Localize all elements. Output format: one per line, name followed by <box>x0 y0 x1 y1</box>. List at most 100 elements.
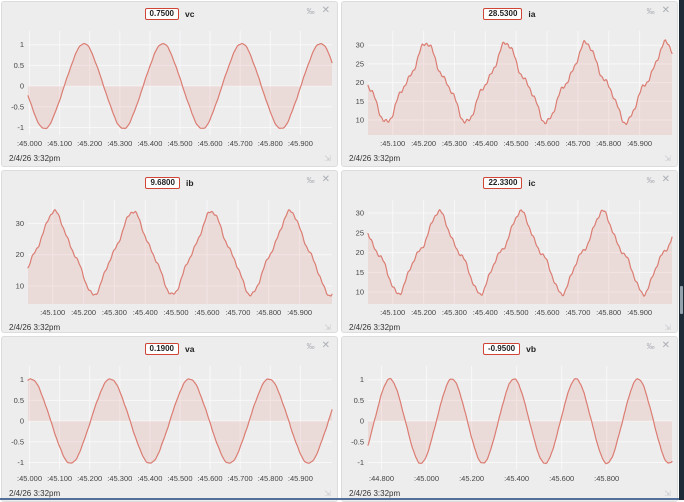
header-icons: ‰ ✕ <box>307 6 330 16</box>
svg-text:25: 25 <box>356 228 364 237</box>
chart-timestamp: 2/4/26 3:32pm <box>349 323 401 332</box>
svg-text::45.700: :45.700 <box>565 308 590 317</box>
permille-icon[interactable]: ‰ <box>646 341 655 351</box>
close-icon[interactable]: ✕ <box>661 5 670 16</box>
svg-text::45.600: :45.600 <box>534 139 559 148</box>
svg-text::45.300: :45.300 <box>107 474 132 483</box>
svg-text::45.200: :45.200 <box>411 139 436 148</box>
chart-panel-vc: 0.7500 vc ‰ ✕ 1 0.5 0 -0.5 -1:45.000:45.100:… <box>1 1 338 167</box>
svg-text:0: 0 <box>20 82 24 91</box>
svg-text:20: 20 <box>16 250 24 259</box>
svg-text::45.800: :45.800 <box>596 139 621 148</box>
chart-panel-va: 0.1900 va ‰ ✕ 1 0.5 0 -0.5 -1:45.000:45.100:… <box>1 336 338 502</box>
svg-text::45.900: :45.900 <box>287 308 312 317</box>
close-icon[interactable]: ✕ <box>661 174 670 185</box>
scrollbar-thumb[interactable] <box>680 286 683 314</box>
chart-panel-ic: 22.3300 ic ‰ ✕ 30 25 20 15 10:45.100:45.200:… <box>341 170 678 333</box>
close-icon[interactable]: ✕ <box>661 340 670 351</box>
svg-text::45.000: :45.000 <box>414 474 439 483</box>
resize-icon[interactable]: ⇲ <box>324 323 331 332</box>
svg-text::45.500: :45.500 <box>167 474 192 483</box>
panel-header: 28.5300 ia ‰ ✕ <box>342 2 677 22</box>
svg-text::45.200: :45.200 <box>71 308 96 317</box>
waveform-chart-ib[interactable]: 30 20 10:45.100:45.200:45.300:45.400:45.50… <box>2 192 337 322</box>
svg-text:10: 10 <box>356 288 364 297</box>
svg-text::45.000: :45.000 <box>17 474 42 483</box>
svg-text:20: 20 <box>356 248 364 257</box>
channel-label: ic <box>528 178 536 188</box>
channel-label: vc <box>185 9 195 19</box>
svg-text::45.300: :45.300 <box>107 139 132 148</box>
svg-text::45.100: :45.100 <box>40 308 65 317</box>
svg-text::45.300: :45.300 <box>442 139 467 148</box>
channel-label: ia <box>528 9 536 19</box>
svg-text::45.100: :45.100 <box>47 474 72 483</box>
close-icon[interactable]: ✕ <box>321 340 330 351</box>
svg-text::45.000: :45.000 <box>17 139 42 148</box>
permille-icon[interactable]: ‰ <box>306 6 315 16</box>
svg-text::45.600: :45.600 <box>549 474 574 483</box>
waveform-chart-vc[interactable]: 1 0.5 0 -0.5 -1:45.000:45.100:45.200:45.300:… <box>2 23 337 153</box>
panel-footer: 2/4/26 3:32pm ⇲ <box>349 322 671 332</box>
svg-text:-0.5: -0.5 <box>351 437 364 446</box>
waveform-chart-ia[interactable]: 30 25 20 15 10:45.100:45.200:45.300:45.400:4… <box>342 23 677 153</box>
svg-text::45.900: :45.900 <box>627 139 652 148</box>
svg-text::45.600: :45.600 <box>198 139 223 148</box>
svg-text::45.800: :45.800 <box>594 474 619 483</box>
waveform-chart-vb[interactable]: 1 0.5 0 -0.5 -1:44.800:45.000:45.200:45.400:… <box>342 358 677 488</box>
chart-timestamp: 2/4/26 3:32pm <box>9 489 61 498</box>
chart-panel-ib: 9.6800 ib ‰ ✕ 30 20 10:45.100:45.200:45.30… <box>1 170 338 333</box>
panel-header: 22.3300 ic ‰ ✕ <box>342 171 677 191</box>
waveform-chart-va[interactable]: 1 0.5 0 -0.5 -1:45.000:45.100:45.200:45.300:… <box>2 358 337 488</box>
permille-icon[interactable]: ‰ <box>306 175 315 185</box>
channel-label: vb <box>526 344 537 354</box>
panel-footer: 2/4/26 3:32pm ⇲ <box>349 488 671 499</box>
svg-text:15: 15 <box>356 268 364 277</box>
resize-icon[interactable]: ⇲ <box>664 489 671 498</box>
svg-text::45.700: :45.700 <box>565 139 590 148</box>
channel-label: ib <box>185 178 194 188</box>
resize-icon[interactable]: ⇲ <box>664 323 671 332</box>
resize-icon[interactable]: ⇲ <box>324 154 331 163</box>
svg-text::45.800: :45.800 <box>258 139 283 148</box>
svg-text::45.400: :45.400 <box>504 474 529 483</box>
svg-text::45.200: :45.200 <box>459 474 484 483</box>
svg-text:0.5: 0.5 <box>14 396 24 405</box>
svg-text::45.900: :45.900 <box>288 139 313 148</box>
svg-text:10: 10 <box>356 116 364 125</box>
close-icon[interactable]: ✕ <box>321 174 330 185</box>
permille-icon[interactable]: ‰ <box>646 175 655 185</box>
svg-text::45.700: :45.700 <box>228 474 253 483</box>
resize-icon[interactable]: ⇲ <box>664 154 671 163</box>
panel-footer: 2/4/26 3:32pm ⇲ <box>9 153 331 164</box>
svg-text:-0.5: -0.5 <box>11 102 24 111</box>
svg-text:30: 30 <box>356 209 364 218</box>
svg-text::45.100: :45.100 <box>380 139 405 148</box>
svg-text::45.500: :45.500 <box>504 139 529 148</box>
chart-panel-vb: -0.9500 vb ‰ ✕ 1 0.5 0 -0.5 -1:44.800:45.000… <box>341 336 678 502</box>
svg-text:-1: -1 <box>357 458 364 467</box>
svg-text::45.500: :45.500 <box>167 139 192 148</box>
svg-text:0: 0 <box>360 417 364 426</box>
chart-timestamp: 2/4/26 3:32pm <box>349 489 401 498</box>
waveform-chart-ic[interactable]: 30 25 20 15 10:45.100:45.200:45.300:45.400:4… <box>342 192 677 322</box>
permille-icon[interactable]: ‰ <box>646 6 655 16</box>
chart-timestamp: 2/4/26 3:32pm <box>9 154 61 163</box>
resize-icon[interactable]: ⇲ <box>324 489 331 498</box>
svg-text::45.800: :45.800 <box>256 308 281 317</box>
svg-text::45.500: :45.500 <box>164 308 189 317</box>
window-bottom-edge <box>0 498 679 500</box>
svg-text:1: 1 <box>20 375 24 384</box>
panel-footer: 2/4/26 3:32pm ⇲ <box>349 153 671 164</box>
close-icon[interactable]: ✕ <box>321 5 330 16</box>
permille-icon[interactable]: ‰ <box>306 341 315 351</box>
panel-header: 0.1900 va ‰ ✕ <box>2 337 337 357</box>
right-dark-strip <box>679 0 684 500</box>
svg-text::45.900: :45.900 <box>627 308 652 317</box>
svg-text:-1: -1 <box>17 123 24 132</box>
channel-label: va <box>185 344 195 354</box>
svg-text::45.500: :45.500 <box>504 308 529 317</box>
svg-text::45.300: :45.300 <box>442 308 467 317</box>
svg-text:30: 30 <box>16 219 24 228</box>
